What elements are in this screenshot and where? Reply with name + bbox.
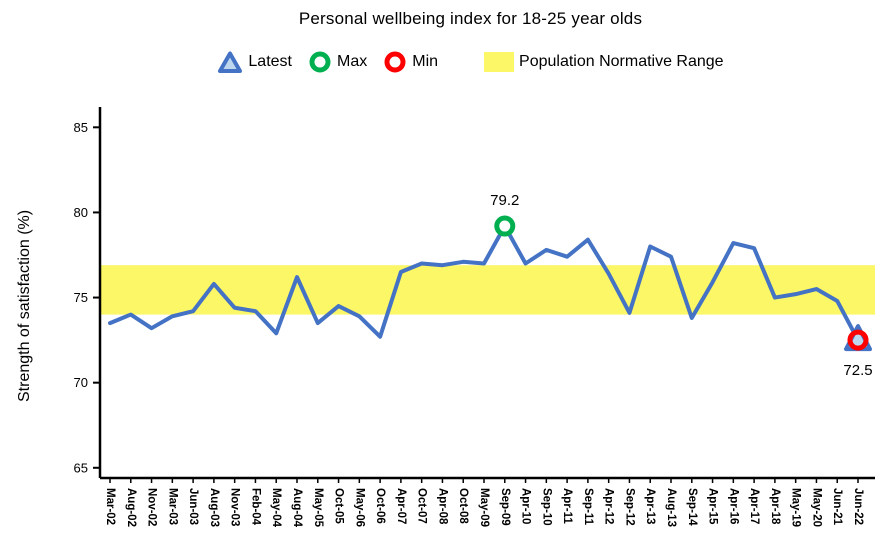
legend-item-min: Min (383, 50, 438, 74)
normative-range-band (100, 265, 875, 315)
y-tick-label: 80 (74, 205, 88, 220)
x-tick-label: Apr-08 (436, 488, 448, 525)
y-tick-label: 75 (74, 290, 88, 305)
x-tick-label: Sep-11 (582, 488, 594, 526)
x-tick-label: Mar-03 (166, 488, 178, 525)
x-tick-label: Oct-07 (416, 488, 428, 524)
x-tick-label: Apr-17 (748, 488, 760, 524)
legend-label-latest: Latest (248, 53, 292, 70)
x-tick-label: Oct-08 (457, 488, 469, 524)
x-tick-label: Apr-15 (707, 488, 719, 525)
x-tick-label: Feb-04 (249, 488, 261, 526)
max-circle-icon (309, 51, 331, 73)
x-tick-label: Aug-13 (665, 488, 677, 527)
y-tick-label: 85 (74, 120, 88, 135)
legend-item-latest: Latest (217, 50, 292, 74)
chart-title: Personal wellbeing index for 18-25 year … (298, 9, 643, 28)
x-tick-label: Apr-16 (727, 488, 739, 524)
x-tick-label: Sep-10 (540, 488, 552, 526)
legend-item-normative-range: Population Normative Range (484, 52, 724, 72)
max-marker (494, 215, 516, 237)
x-tick-label: Oct-06 (374, 488, 386, 524)
x-tick-label: Jun-21 (831, 488, 843, 526)
x-tick-label: May-19 (790, 488, 802, 527)
latest-triangle-icon (218, 51, 243, 73)
min-value-label: 72.5 (843, 362, 872, 379)
x-tick-label: Mar-02 (104, 488, 116, 525)
y-tick-label: 70 (74, 375, 88, 390)
wellbeing-line-series (108, 224, 860, 343)
x-tick-label: Aug-04 (291, 488, 303, 528)
x-tick-label: Sep-14 (686, 488, 698, 526)
legend-label-normative-range: Population Normative Range (519, 53, 724, 70)
normative-range-swatch (484, 52, 515, 72)
legend-item-max: Max (308, 50, 367, 74)
x-tick-label: May-04 (270, 488, 282, 528)
min-circle-icon (384, 51, 406, 73)
legend-label-min: Min (412, 53, 439, 70)
x-tick-label: May-06 (353, 488, 365, 527)
chart-legend: Latest Max Min Population Normative Rang… (0, 50, 893, 74)
min-marker (847, 329, 869, 351)
x-tick-label: Sep-12 (623, 488, 635, 526)
x-tick-label: Sep-09 (499, 488, 511, 526)
x-tick-label: May-09 (478, 488, 490, 527)
x-tick-label: Apr-11 (561, 488, 573, 524)
x-tick-label: Apr-10 (520, 488, 532, 524)
x-tick-label: May-05 (312, 488, 324, 528)
x-tick-label: Oct-05 (333, 488, 345, 524)
x-tick-label: Aug-03 (208, 488, 220, 527)
y-tick-label: 65 (74, 460, 88, 475)
x-tick-label: Apr-13 (644, 488, 656, 524)
x-tick-label: Nov-02 (146, 488, 158, 526)
x-tick-label: May-20 (810, 488, 822, 527)
max-value-label: 79.2 (490, 192, 519, 209)
legend-label-max: Max (337, 53, 368, 70)
x-tick-label: Apr-12 (603, 488, 615, 524)
x-tick-label: Aug-02 (125, 488, 137, 527)
x-tick-label: Apr-18 (769, 488, 781, 525)
x-tick-label: Jun-22 (852, 488, 864, 525)
x-tick-label: Apr-07 (395, 488, 407, 524)
x-tick-label: Nov-03 (229, 488, 241, 526)
x-tick-label: Jun-03 (187, 488, 199, 525)
